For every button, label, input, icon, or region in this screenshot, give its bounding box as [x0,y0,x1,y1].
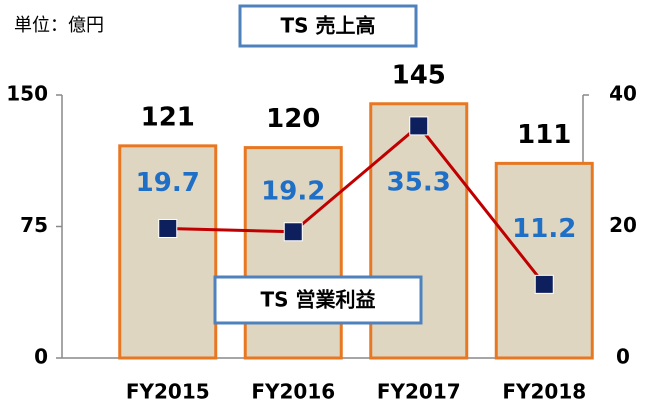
line-value-label: 19.2 [261,176,325,206]
line-marker [534,274,554,294]
x-tick-label: FY2018 [502,380,586,404]
line-marker [283,222,303,242]
line [167,123,546,286]
line-value-label: 11.2 [512,214,576,244]
line-marker [158,218,178,238]
y2-tick-label: 20 [609,213,637,237]
y2-tick-label: 40 [609,82,637,106]
y-tick-label: 150 [6,82,48,106]
x-tick-label: FY2015 [126,380,210,404]
unit-label: 単位：億円 [14,15,104,36]
legend-label: TS 売上高 [280,14,375,38]
bar [494,161,594,360]
y-tick-label: 75 [20,213,48,237]
bar-value-label: 120 [266,104,320,134]
y2-tick-label: 0 [616,345,630,369]
line-value-label: 19.7 [136,168,200,198]
legend-label: TS 営業利益 [260,288,375,312]
y-tick-label: 0 [34,345,48,369]
legend-box [213,275,423,325]
x-tick-label: FY2016 [251,380,335,404]
bar-value-label: 121 [141,102,195,132]
bar-value-label: 111 [517,120,571,150]
bar-value-label: 145 [392,60,446,90]
line-marker [409,116,429,136]
legend-box [238,4,418,48]
line-value-label: 35.3 [387,167,451,197]
x-tick-label: FY2017 [377,380,461,404]
bar [118,144,218,360]
